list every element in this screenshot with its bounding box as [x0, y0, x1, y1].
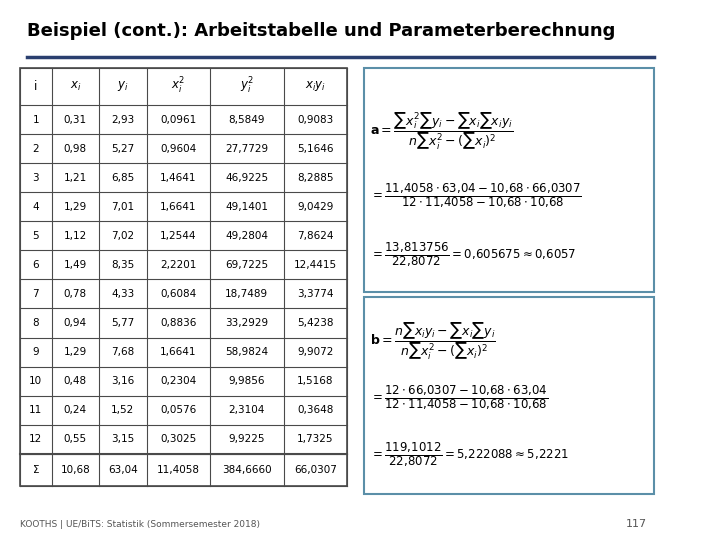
Text: 1,21: 1,21 — [64, 173, 87, 183]
Text: 1,5168: 1,5168 — [297, 376, 333, 386]
Text: 9,9072: 9,9072 — [297, 347, 333, 357]
Text: 384,6660: 384,6660 — [222, 465, 271, 475]
Text: 1,29: 1,29 — [64, 202, 87, 212]
Text: $x_i^2$: $x_i^2$ — [171, 76, 185, 97]
Text: 0,6084: 0,6084 — [160, 289, 197, 299]
Text: 0,31: 0,31 — [64, 115, 87, 125]
Text: 9,9856: 9,9856 — [228, 376, 265, 386]
Text: 1,29: 1,29 — [64, 347, 87, 357]
Text: Σ: Σ — [32, 465, 39, 475]
Text: 9,9225: 9,9225 — [228, 434, 265, 444]
Text: 0,0961: 0,0961 — [160, 115, 197, 125]
Text: 49,2804: 49,2804 — [225, 231, 269, 241]
Text: 7,8624: 7,8624 — [297, 231, 333, 241]
Text: $= \dfrac{11{,}4058 \cdot 63{,}04 - 10{,}68 \cdot 66{,}0307}{12 \cdot 11{,}4058 : $= \dfrac{11{,}4058 \cdot 63{,}04 - 10{,… — [370, 182, 582, 210]
Text: 1,2544: 1,2544 — [160, 231, 197, 241]
Text: 2,3104: 2,3104 — [229, 405, 265, 415]
Text: 27,7729: 27,7729 — [225, 144, 269, 154]
Text: 5: 5 — [32, 231, 39, 241]
Text: $x_iy_i$: $x_iy_i$ — [305, 79, 326, 93]
Text: 0,3025: 0,3025 — [160, 434, 197, 444]
Text: $= \dfrac{13{,}813756}{22{,}8072} = 0{,}605675 \approx 0{,}6057$: $= \dfrac{13{,}813756}{22{,}8072} = 0{,}… — [370, 241, 576, 269]
Text: 1,6641: 1,6641 — [160, 202, 197, 212]
Text: 117: 117 — [626, 519, 647, 529]
Text: 8: 8 — [32, 318, 39, 328]
Text: 18,7489: 18,7489 — [225, 289, 269, 299]
Text: 8,35: 8,35 — [111, 260, 135, 270]
Text: 12,4415: 12,4415 — [294, 260, 337, 270]
Text: 4: 4 — [32, 202, 39, 212]
Text: Beispiel (cont.): Arbeitstabelle und Parameterberechnung: Beispiel (cont.): Arbeitstabelle und Par… — [27, 22, 615, 39]
Text: 2,2201: 2,2201 — [160, 260, 197, 270]
Text: 3: 3 — [32, 173, 39, 183]
Text: i: i — [34, 80, 37, 93]
Text: $= \dfrac{119{,}1012}{22{,}8072} = 5{,}222088 \approx 5{,}2221$: $= \dfrac{119{,}1012}{22{,}8072} = 5{,}2… — [370, 441, 570, 469]
Text: 66,0307: 66,0307 — [294, 465, 337, 475]
Text: 9,0429: 9,0429 — [297, 202, 333, 212]
Text: 0,3648: 0,3648 — [297, 405, 333, 415]
Text: $x_i$: $x_i$ — [70, 80, 81, 93]
Text: 1,49: 1,49 — [64, 260, 87, 270]
Text: 58,9824: 58,9824 — [225, 347, 269, 357]
Text: 10: 10 — [30, 376, 42, 386]
Text: 49,1401: 49,1401 — [225, 202, 269, 212]
Text: $= \dfrac{12 \cdot 66{,}0307 - 10{,}68 \cdot 63{,}04}{12 \cdot 11{,}4058 - 10{,}: $= \dfrac{12 \cdot 66{,}0307 - 10{,}68 \… — [370, 384, 549, 412]
Text: 1,12: 1,12 — [64, 231, 87, 241]
FancyBboxPatch shape — [364, 297, 654, 494]
Text: 0,78: 0,78 — [64, 289, 87, 299]
Text: 9: 9 — [32, 347, 39, 357]
Text: 10,68: 10,68 — [60, 465, 90, 475]
FancyBboxPatch shape — [20, 68, 347, 486]
Text: 6,85: 6,85 — [111, 173, 135, 183]
Text: 46,9225: 46,9225 — [225, 173, 269, 183]
Text: 0,48: 0,48 — [64, 376, 87, 386]
Text: $\mathbf{a} = \dfrac{\sum x_i^2 \sum y_i - \sum x_i \sum x_i y_i}{n \sum x_i^2 -: $\mathbf{a} = \dfrac{\sum x_i^2 \sum y_i… — [370, 110, 513, 152]
Text: 1: 1 — [32, 115, 39, 125]
Text: 0,24: 0,24 — [64, 405, 87, 415]
Text: 1,4641: 1,4641 — [160, 173, 197, 183]
Text: 3,15: 3,15 — [111, 434, 135, 444]
Text: 0,2304: 0,2304 — [160, 376, 197, 386]
Text: 8,2885: 8,2885 — [297, 173, 333, 183]
Text: 7: 7 — [32, 289, 39, 299]
Text: 0,9604: 0,9604 — [160, 144, 197, 154]
Text: 2: 2 — [32, 144, 39, 154]
Text: 69,7225: 69,7225 — [225, 260, 269, 270]
Text: 11: 11 — [30, 405, 42, 415]
Text: 6: 6 — [32, 260, 39, 270]
Text: 63,04: 63,04 — [108, 465, 138, 475]
Text: $y_i$: $y_i$ — [117, 79, 129, 93]
Text: 3,3774: 3,3774 — [297, 289, 333, 299]
Text: 8,5849: 8,5849 — [228, 115, 265, 125]
Text: 0,55: 0,55 — [64, 434, 87, 444]
Text: 0,8836: 0,8836 — [160, 318, 197, 328]
Text: 5,1646: 5,1646 — [297, 144, 333, 154]
Text: KOOTHS | UE/BiTS: Statistik (Sommersemester 2018): KOOTHS | UE/BiTS: Statistik (Sommersemes… — [20, 520, 260, 529]
Text: $y_i^2$: $y_i^2$ — [240, 76, 254, 97]
Text: 5,27: 5,27 — [111, 144, 135, 154]
Text: $\mathbf{b} = \dfrac{n \sum x_i y_i - \sum x_i \sum y_i}{n \sum x_i^2 - (\sum x_: $\mathbf{b} = \dfrac{n \sum x_i y_i - \s… — [370, 321, 496, 362]
Text: 0,0576: 0,0576 — [160, 405, 197, 415]
Text: 5,4238: 5,4238 — [297, 318, 333, 328]
Text: 7,02: 7,02 — [112, 231, 135, 241]
Text: 7,68: 7,68 — [111, 347, 135, 357]
Text: 1,6641: 1,6641 — [160, 347, 197, 357]
Text: 0,9083: 0,9083 — [297, 115, 333, 125]
Text: 7,01: 7,01 — [112, 202, 135, 212]
Text: 11,4058: 11,4058 — [157, 465, 199, 475]
Text: 12: 12 — [30, 434, 42, 444]
Text: 33,2929: 33,2929 — [225, 318, 269, 328]
FancyBboxPatch shape — [364, 68, 654, 292]
Text: 1,7325: 1,7325 — [297, 434, 333, 444]
Text: 3,16: 3,16 — [111, 376, 135, 386]
Text: 2,93: 2,93 — [111, 115, 135, 125]
Text: 4,33: 4,33 — [111, 289, 135, 299]
Text: 0,94: 0,94 — [64, 318, 87, 328]
Text: 0,98: 0,98 — [64, 144, 87, 154]
Text: 5,77: 5,77 — [111, 318, 135, 328]
Text: 1,52: 1,52 — [111, 405, 135, 415]
